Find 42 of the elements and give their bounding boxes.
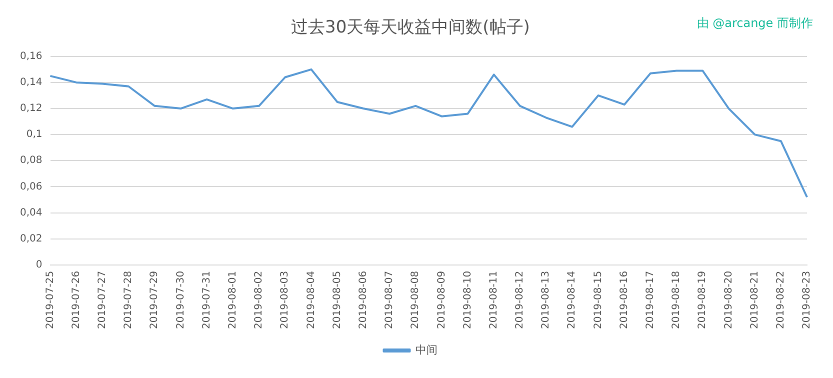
y-tick-label: 0,02	[20, 233, 42, 244]
chart-title: 过去30天每天收益中间数(帖子)	[291, 18, 530, 38]
x-tick-label: 2019-08-02	[254, 270, 265, 330]
x-tick-label: 2019-08-22	[776, 270, 786, 330]
y-tick-label: 0,1	[26, 129, 42, 140]
x-tick-label: 2019-08-05	[332, 270, 343, 330]
y-tick-label: 0,08	[20, 155, 42, 166]
x-tick-label: 2019-08-19	[697, 270, 708, 330]
legend-label: 中间	[415, 343, 438, 356]
x-tick-label: 2019-08-14	[566, 270, 578, 330]
x-tick-label: 2019-08-07	[384, 270, 396, 330]
x-tick-label: 2019-08-16	[618, 270, 630, 330]
x-tick-label: 2019-07-28	[123, 270, 134, 330]
y-tick-label: 0,14	[20, 77, 42, 88]
x-tick-label: 2019-08-01	[228, 270, 239, 330]
x-tick-label: 2019-08-21	[749, 270, 760, 330]
x-tick-label: 2019-08-15	[592, 270, 604, 330]
x-tick-label: 2019-07-30	[175, 270, 186, 330]
x-tick-label: 2019-08-20	[723, 270, 734, 330]
x-tick-label: 2019-08-09	[436, 270, 448, 330]
x-tick-label: 2019-07-29	[149, 270, 160, 330]
x-tick-label: 2019-07-25	[44, 270, 56, 330]
text: 由 @arcange 而制作	[696, 16, 813, 30]
x-tick-label: 2019-08-04	[306, 270, 317, 330]
x-tick-label: 2019-08-18	[671, 270, 682, 330]
y-tick-label: 0	[36, 259, 42, 270]
x-tick-label: 2019-07-26	[70, 270, 82, 330]
x-tick-label: 2019-08-12	[514, 270, 526, 330]
x-tick-label: 2019-07-31	[201, 270, 212, 330]
x-tick-label: 2019-08-13	[540, 270, 552, 330]
y-tick-label: 0,04	[20, 207, 42, 218]
x-tick-label: 2019-08-17	[645, 270, 656, 330]
x-tick-label: 2019-08-11	[488, 270, 500, 330]
x-tick-label: 2019-08-06	[358, 270, 369, 330]
y-tick-label: 0,06	[20, 181, 42, 192]
x-tick-label: 2019-08-10	[462, 270, 474, 330]
x-tick-label: 2019-08-03	[280, 270, 291, 330]
x-tick-label: 2019-08-23	[802, 270, 813, 330]
y-tick-label: 0,12	[20, 103, 42, 114]
x-tick-label: 2019-07-27	[97, 270, 108, 330]
x-tick-label: 2019-08-08	[410, 270, 422, 330]
y-tick-label: 0,16	[20, 50, 42, 62]
